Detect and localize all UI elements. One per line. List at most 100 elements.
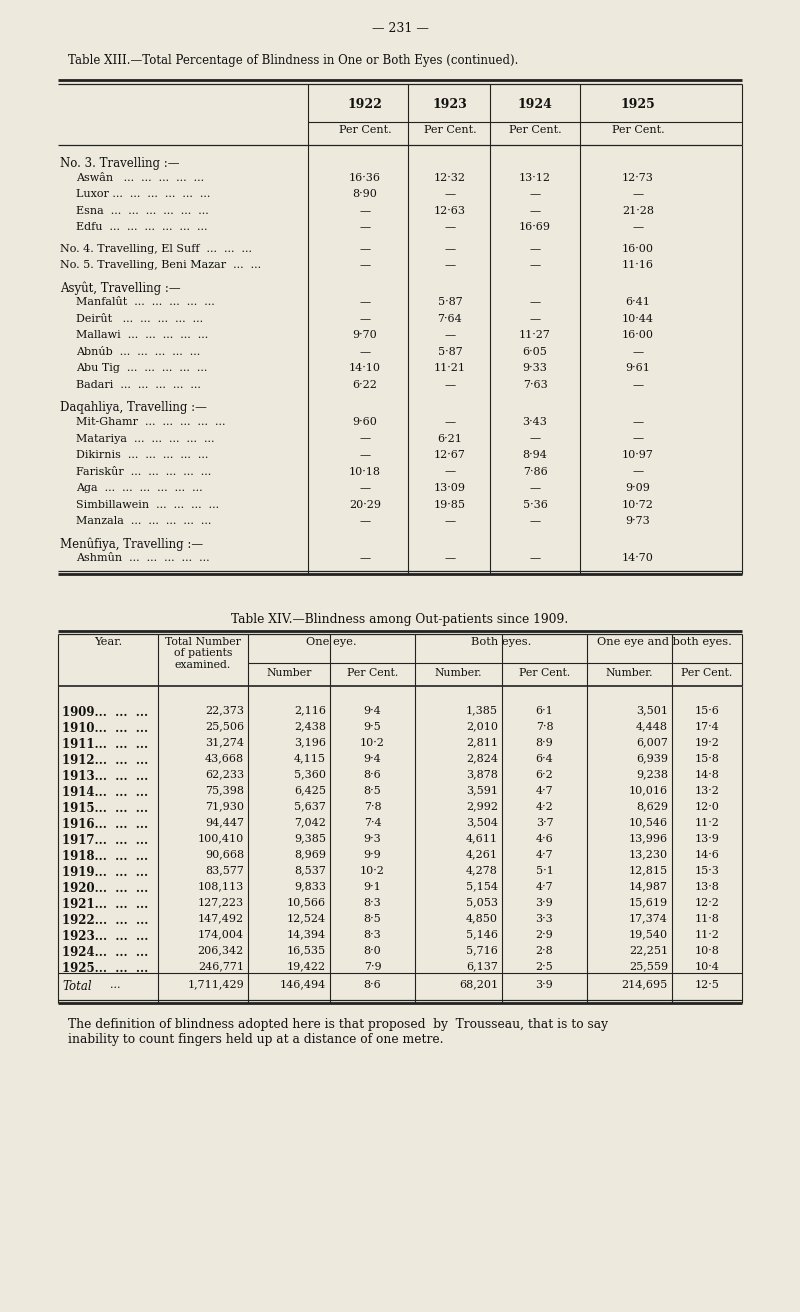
Text: 11·2: 11·2: [694, 930, 719, 939]
Text: 9,385: 9,385: [294, 833, 326, 844]
Text: Year.: Year.: [94, 636, 122, 647]
Text: 11·16: 11·16: [622, 260, 654, 270]
Text: Matariya  ...  ...  ...  ...  ...: Matariya ... ... ... ... ...: [76, 433, 214, 443]
Text: 1914...  ...  ...: 1914... ... ...: [62, 786, 148, 799]
Text: 8·94: 8·94: [522, 450, 547, 461]
Text: Mallawi  ...  ...  ...  ...  ...: Mallawi ... ... ... ... ...: [76, 331, 208, 340]
Text: 108,113: 108,113: [198, 882, 244, 892]
Text: 9·73: 9·73: [626, 516, 650, 526]
Text: Ashmûn  ...  ...  ...  ...  ...: Ashmûn ... ... ... ... ...: [76, 554, 210, 563]
Text: Luxor ...  ...  ...  ...  ...  ...: Luxor ... ... ... ... ... ...: [76, 189, 210, 199]
Text: —: —: [445, 417, 455, 426]
Text: 5·87: 5·87: [438, 346, 462, 357]
Text: 11·27: 11·27: [519, 331, 551, 340]
Text: —: —: [530, 298, 541, 307]
Text: Both eyes.: Both eyes.: [471, 636, 531, 647]
Text: 13·09: 13·09: [434, 483, 466, 493]
Text: 4·7: 4·7: [536, 882, 554, 892]
Text: 12·5: 12·5: [694, 980, 719, 989]
Text: ...: ...: [110, 980, 121, 989]
Text: 9,238: 9,238: [636, 770, 668, 779]
Text: 90,668: 90,668: [205, 850, 244, 859]
Text: 13·8: 13·8: [694, 882, 719, 892]
Text: 14·10: 14·10: [349, 363, 381, 374]
Text: 5·36: 5·36: [522, 500, 547, 509]
Text: Number.: Number.: [606, 668, 654, 678]
Text: 12,815: 12,815: [629, 866, 668, 875]
Text: 10·8: 10·8: [694, 946, 719, 955]
Text: —: —: [359, 554, 370, 563]
Text: —: —: [445, 516, 455, 526]
Text: 1,711,429: 1,711,429: [187, 980, 244, 989]
Text: —: —: [530, 244, 541, 253]
Text: 13,230: 13,230: [629, 850, 668, 859]
Text: —: —: [359, 516, 370, 526]
Text: 5,154: 5,154: [466, 882, 498, 892]
Text: Per Cent.: Per Cent.: [682, 668, 733, 678]
Text: 146,494: 146,494: [280, 980, 326, 989]
Text: 6,939: 6,939: [636, 753, 668, 764]
Text: —: —: [633, 222, 643, 232]
Text: 206,342: 206,342: [198, 946, 244, 955]
Text: 13·9: 13·9: [694, 833, 719, 844]
Text: 13·2: 13·2: [694, 786, 719, 795]
Text: 5,360: 5,360: [294, 770, 326, 779]
Text: 9·9: 9·9: [364, 850, 382, 859]
Text: 22,373: 22,373: [205, 706, 244, 716]
Text: 174,004: 174,004: [198, 930, 244, 939]
Text: —: —: [633, 346, 643, 357]
Text: 1911...  ...  ...: 1911... ... ...: [62, 737, 148, 750]
Text: 10,546: 10,546: [629, 817, 668, 828]
Text: 8,537: 8,537: [294, 866, 326, 875]
Text: 7·4: 7·4: [364, 817, 382, 828]
Text: 68,201: 68,201: [459, 980, 498, 989]
Text: 16·00: 16·00: [622, 331, 654, 340]
Text: 8·9: 8·9: [536, 737, 554, 748]
Text: Dikirnis  ...  ...  ...  ...  ...: Dikirnis ... ... ... ... ...: [76, 450, 208, 461]
Text: —: —: [445, 467, 455, 476]
Text: Manfalût  ...  ...  ...  ...  ...: Manfalût ... ... ... ... ...: [76, 298, 214, 307]
Text: 15·6: 15·6: [694, 706, 719, 716]
Text: 3·9: 3·9: [536, 980, 554, 989]
Text: 9,833: 9,833: [294, 882, 326, 892]
Text: —: —: [633, 433, 643, 443]
Text: — 231 —: — 231 —: [371, 22, 429, 35]
Text: —: —: [530, 189, 541, 199]
Text: 13·12: 13·12: [519, 173, 551, 182]
Text: 6·4: 6·4: [536, 753, 554, 764]
Text: 1910...  ...  ...: 1910... ... ...: [62, 722, 148, 735]
Text: —: —: [530, 260, 541, 270]
Text: 7·64: 7·64: [438, 314, 462, 324]
Text: 9·4: 9·4: [364, 753, 382, 764]
Text: Table XIV.—Blindness among Out-patients since 1909.: Table XIV.—Blindness among Out-patients …: [231, 613, 569, 626]
Text: 25,559: 25,559: [629, 962, 668, 972]
Text: 4,448: 4,448: [636, 722, 668, 732]
Text: 62,233: 62,233: [205, 770, 244, 779]
Text: 5·87: 5·87: [438, 298, 462, 307]
Text: 3·7: 3·7: [536, 817, 554, 828]
Text: 14·8: 14·8: [694, 770, 719, 779]
Text: One eye and both eyes.: One eye and both eyes.: [597, 636, 732, 647]
Text: 6,137: 6,137: [466, 962, 498, 972]
Text: 147,492: 147,492: [198, 913, 244, 924]
Text: 2,010: 2,010: [466, 722, 498, 732]
Text: —: —: [633, 417, 643, 426]
Text: 1917...  ...  ...: 1917... ... ...: [62, 833, 148, 846]
Text: 8·3: 8·3: [364, 897, 382, 908]
Text: 8,629: 8,629: [636, 802, 668, 812]
Text: 7·63: 7·63: [522, 380, 547, 390]
Text: 10·4: 10·4: [694, 962, 719, 972]
Text: 14,394: 14,394: [287, 930, 326, 939]
Text: 4,850: 4,850: [466, 913, 498, 924]
Text: 12·73: 12·73: [622, 173, 654, 182]
Text: 9·5: 9·5: [364, 722, 382, 732]
Text: 94,447: 94,447: [205, 817, 244, 828]
Text: 1916...  ...  ...: 1916... ... ...: [62, 817, 148, 830]
Text: 19·2: 19·2: [694, 737, 719, 748]
Text: 11·21: 11·21: [434, 363, 466, 374]
Text: —: —: [633, 189, 643, 199]
Text: 14·70: 14·70: [622, 554, 654, 563]
Text: —: —: [530, 516, 541, 526]
Text: 100,410: 100,410: [198, 833, 244, 844]
Text: —: —: [530, 314, 541, 324]
